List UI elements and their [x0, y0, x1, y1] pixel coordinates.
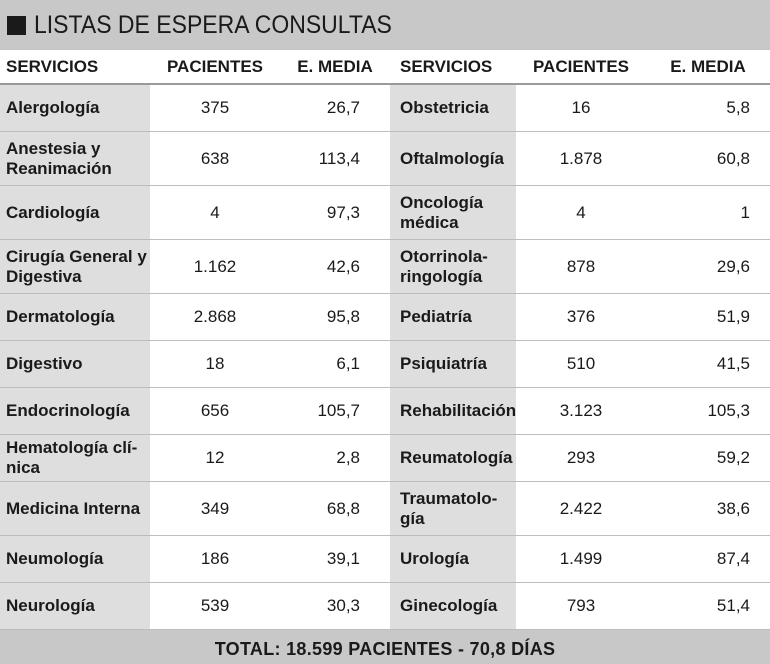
- pacientes-cell: 878: [516, 239, 646, 294]
- media-cell: 5,8: [646, 84, 770, 132]
- pacientes-cell: 349: [150, 481, 280, 536]
- header-media: E. MEDIA: [280, 50, 390, 85]
- header-servicios-2: SERVICIOS: [390, 50, 516, 85]
- media-cell: 97,3: [280, 185, 390, 240]
- servicio-cell: Ginecología: [390, 582, 516, 630]
- media-cell: 68,8: [280, 481, 390, 536]
- media-cell: 87,4: [646, 535, 770, 583]
- pacientes-cell: 2.422: [516, 481, 646, 536]
- servicio-cell: Anestesia y Reanimación: [0, 131, 150, 186]
- servicio-cell: Dermatología: [0, 293, 150, 341]
- media-cell: 6,1: [280, 340, 390, 388]
- table-row: Neumología 186 39,1 Urología 1.499 87,4: [0, 535, 770, 583]
- media-cell: 38,6: [646, 481, 770, 536]
- pacientes-cell: 1.162: [150, 239, 280, 294]
- servicio-cell: Alergología: [0, 84, 150, 132]
- media-cell: 59,2: [646, 434, 770, 482]
- waiting-list-table: SERVICIOS PACIENTES E. MEDIA SERVICIOS P…: [0, 50, 770, 630]
- table-row: Hematología clí-nica 12 2,8 Reumatología…: [0, 434, 770, 482]
- pacientes-cell: 4: [516, 185, 646, 240]
- pacientes-cell: 510: [516, 340, 646, 388]
- total-summary: TOTAL: 18.599 PACIENTES - 70,8 DÍAS: [0, 630, 770, 664]
- table-row: Neurología 539 30,3 Ginecología 793 51,4: [0, 582, 770, 630]
- media-cell: 60,8: [646, 131, 770, 186]
- table-row: Endocrinología 656 105,7 Rehabilitación …: [0, 387, 770, 435]
- media-cell: 113,4: [280, 131, 390, 186]
- table-row: Anestesia y Reanimación 638 113,4 Oftalm…: [0, 131, 770, 186]
- table-row: Cardiología 4 97,3 Oncología médica 4 1: [0, 185, 770, 240]
- pacientes-cell: 638: [150, 131, 280, 186]
- media-cell: 42,6: [280, 239, 390, 294]
- header-servicios: SERVICIOS: [0, 50, 150, 85]
- header-pacientes-2: PACIENTES: [516, 50, 646, 85]
- table-row: Cirugía General y Digestiva 1.162 42,6 O…: [0, 239, 770, 294]
- table-row: Dermatología 2.868 95,8 Pediatría 376 51…: [0, 293, 770, 341]
- servicio-cell: Digestivo: [0, 340, 150, 388]
- pacientes-cell: 4: [150, 185, 280, 240]
- servicio-cell: Cirugía General y Digestiva: [0, 239, 150, 294]
- pacientes-cell: 793: [516, 582, 646, 630]
- servicio-cell: Oncología médica: [390, 185, 516, 240]
- servicio-cell: Otorrinola-ringología: [390, 239, 516, 294]
- servicio-cell: Medicina Interna: [0, 481, 150, 536]
- media-cell: 29,6: [646, 239, 770, 294]
- media-cell: 1: [646, 185, 770, 240]
- servicio-cell: Neurología: [0, 582, 150, 630]
- servicio-cell: Reumatología: [390, 434, 516, 482]
- table-row: Digestivo 18 6,1 Psiquiatría 510 41,5: [0, 340, 770, 388]
- pacientes-cell: 2.868: [150, 293, 280, 341]
- pacientes-cell: 656: [150, 387, 280, 435]
- media-cell: 41,5: [646, 340, 770, 388]
- header-row: SERVICIOS PACIENTES E. MEDIA SERVICIOS P…: [0, 50, 770, 85]
- media-cell: 51,4: [646, 582, 770, 630]
- title-bar: LISTAS DE ESPERA CONSULTAS: [0, 0, 770, 50]
- servicio-cell: Oftalmología: [390, 131, 516, 186]
- header-pacientes: PACIENTES: [150, 50, 280, 85]
- pacientes-cell: 1.499: [516, 535, 646, 583]
- media-cell: 105,7: [280, 387, 390, 435]
- media-cell: 2,8: [280, 434, 390, 482]
- servicio-cell: Rehabilitación: [390, 387, 516, 435]
- servicio-cell: Pediatría: [390, 293, 516, 341]
- pacientes-cell: 12: [150, 434, 280, 482]
- pacientes-cell: 16: [516, 84, 646, 132]
- servicio-cell: Cardiología: [0, 185, 150, 240]
- pacientes-cell: 18: [150, 340, 280, 388]
- pacientes-cell: 375: [150, 84, 280, 132]
- media-cell: 105,3: [646, 387, 770, 435]
- header-media-2: E. MEDIA: [646, 50, 770, 85]
- servicio-cell: Psiquiatría: [390, 340, 516, 388]
- pacientes-cell: 376: [516, 293, 646, 341]
- pacientes-cell: 186: [150, 535, 280, 583]
- table-row: Alergología 375 26,7 Obstetricia 16 5,8: [0, 84, 770, 132]
- servicio-cell: Obstetricia: [390, 84, 516, 132]
- media-cell: 30,3: [280, 582, 390, 630]
- pacientes-cell: 3.123: [516, 387, 646, 435]
- pacientes-cell: 539: [150, 582, 280, 630]
- servicio-cell: Urología: [390, 535, 516, 583]
- media-cell: 95,8: [280, 293, 390, 341]
- servicio-cell: Neumología: [0, 535, 150, 583]
- servicio-cell: Traumatolo-gía: [390, 481, 516, 536]
- page-title: LISTAS DE ESPERA CONSULTAS: [34, 10, 392, 39]
- servicio-cell: Hematología clí-nica: [0, 434, 150, 482]
- square-bullet-icon: [7, 15, 26, 35]
- servicio-cell: Endocrinología: [0, 387, 150, 435]
- table-row: Medicina Interna 349 68,8 Traumatolo-gía…: [0, 481, 770, 536]
- media-cell: 26,7: [280, 84, 390, 132]
- media-cell: 39,1: [280, 535, 390, 583]
- pacientes-cell: 1.878: [516, 131, 646, 186]
- pacientes-cell: 293: [516, 434, 646, 482]
- media-cell: 51,9: [646, 293, 770, 341]
